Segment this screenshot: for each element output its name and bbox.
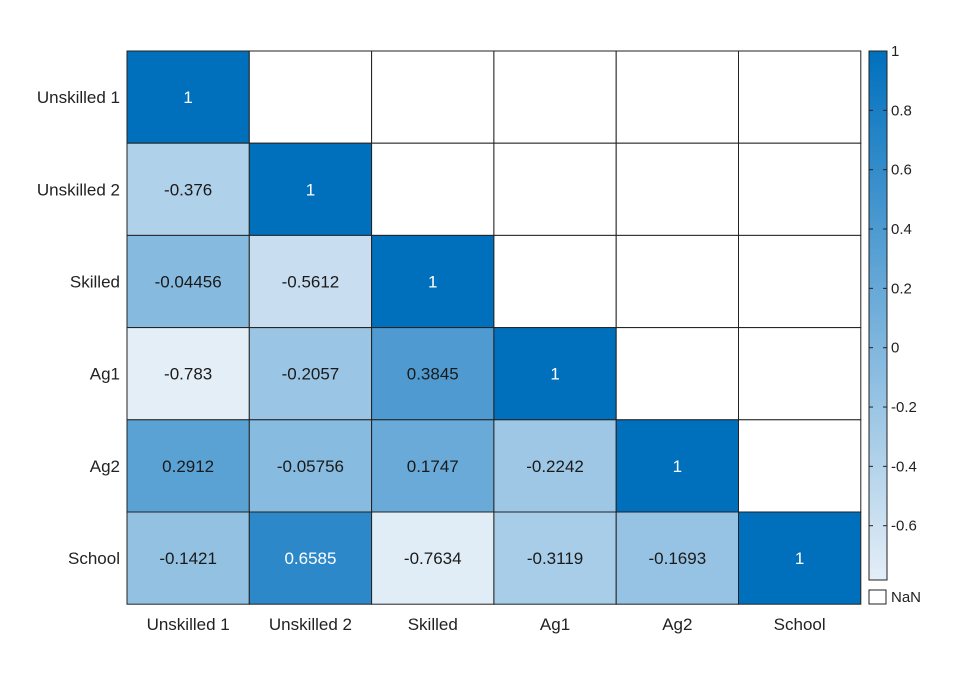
cell-value-label: 1 (306, 180, 315, 199)
x-tick-label: Skilled (408, 615, 458, 634)
heatmap-cell-3-4 (615, 327, 740, 421)
heatmap-cell-1-5 (738, 142, 862, 236)
colorbar-tick-label: 0.8 (891, 102, 912, 119)
heatmap-cell-4-2 (371, 419, 495, 513)
cell-value-label: -0.05756 (277, 457, 344, 476)
colorbar-tick-label: 0.4 (891, 221, 912, 238)
nan-label: NaN (891, 589, 921, 606)
heatmap-cell-3-1 (248, 327, 373, 421)
heatmap-cell-0-0 (126, 50, 250, 144)
heatmap-cell-0-3 (493, 50, 617, 144)
y-tick-label: Skilled (70, 273, 120, 292)
cell-value-label: -0.376 (164, 180, 212, 199)
heatmap-cell-2-0 (126, 234, 250, 329)
heatmap-cell-5-3 (493, 511, 617, 605)
nan-swatch (868, 589, 887, 605)
cell-value-label: 0.3845 (407, 365, 459, 384)
heatmap-cell-0-5 (738, 50, 862, 144)
cell-value-label: 1 (550, 365, 559, 384)
x-tick-label: Ag2 (662, 615, 692, 634)
heatmap-cells: 1 -0.376 1 -0.04456 -0.5612 1 -0.783 -0.2057 0.3… (126, 50, 862, 605)
x-tick-label: Ag1 (540, 615, 570, 634)
heatmap-cell-0-2 (371, 50, 495, 144)
heatmap-cell-1-2 (371, 142, 495, 236)
cell-value-label: -0.5612 (282, 273, 340, 292)
y-tick-label: Unskilled 1 (37, 88, 120, 107)
heatmap-cell-5-0 (126, 511, 250, 605)
heatmap-cell-2-5 (738, 234, 862, 329)
cell-value-label: -0.2057 (282, 365, 340, 384)
cell-value-label: 1 (428, 273, 437, 292)
cell-value-label: 1 (673, 457, 682, 476)
cell-value-label: 0.6585 (284, 549, 336, 568)
colorbar-tick-label: 0 (891, 340, 899, 357)
x-axis-labels: Unskilled 1 Unskilled 2 Skilled Ag1 Ag2 Schoo… (147, 615, 826, 634)
y-tick-label: School (68, 549, 120, 568)
cell-value-label: -0.783 (164, 365, 212, 384)
heatmap-cell-4-4 (615, 419, 740, 513)
x-tick-label: Unskilled 1 (147, 615, 230, 634)
heatmap-cell-4-1 (248, 419, 373, 513)
cell-value-label: -0.1693 (649, 549, 707, 568)
cell-value-label: -0.7634 (404, 549, 462, 568)
heatmap-cell-2-2 (371, 234, 495, 329)
cell-value-label: -0.04456 (155, 273, 222, 292)
cell-value-label: 1 (795, 549, 804, 568)
colorbar: 1 0.8 0.6 0.4 0.2 0 -0.2 -0.4 -0.6 NaN (868, 43, 921, 606)
y-tick-label: Unskilled 2 (37, 180, 120, 199)
heatmap-cell-2-3 (493, 234, 617, 329)
heatmap-cell-1-0 (126, 142, 250, 236)
cell-value-label: 0.2912 (162, 457, 214, 476)
y-axis-labels: Unskilled 1 Unskilled 2 Skilled Ag1 Ag2 Schoo… (37, 88, 120, 568)
cell-value-label: 0.1747 (407, 457, 459, 476)
cell-value-label: -0.3119 (527, 549, 583, 568)
colorbar-tick-label: -0.4 (891, 458, 917, 475)
colorbar-tick-label: -0.2 (891, 399, 917, 416)
colorbar-tick-label: 0.6 (891, 162, 912, 179)
heatmap-cell-1-3 (493, 142, 617, 236)
heatmap-cell-0-4 (615, 50, 740, 144)
heatmap-cell-2-4 (615, 234, 740, 329)
colorbar-gradient (868, 50, 888, 581)
heatmap-cell-4-5 (738, 419, 862, 513)
colorbar-tick-label: -0.6 (891, 518, 917, 535)
heatmap-cell-2-1 (248, 234, 373, 329)
heatmap-cell-4-3 (493, 419, 617, 513)
y-tick-label: Ag2 (90, 457, 120, 476)
x-tick-label: School (774, 615, 826, 634)
y-tick-label: Ag1 (90, 365, 120, 384)
heatmap-cell-5-2 (371, 511, 495, 605)
heatmap-cell-3-3 (493, 327, 617, 421)
x-tick-label: Unskilled 2 (269, 615, 352, 634)
cell-value-label: -0.1421 (159, 549, 217, 568)
cell-value-label: -0.2242 (526, 457, 584, 476)
cell-value-label: 1 (183, 88, 192, 107)
colorbar-tick-label: 1 (891, 43, 899, 60)
heatmap-cell-3-5 (738, 327, 862, 421)
heatmap-cell-1-4 (615, 142, 740, 236)
heatmap-cell-1-1 (248, 142, 373, 236)
heatmap-cell-5-5 (738, 511, 862, 605)
heatmap-cell-0-1 (248, 50, 373, 144)
colorbar-tick-label: 0.2 (891, 280, 912, 297)
heatmap-cell-5-4 (615, 511, 740, 605)
heatmap-cell-5-1 (248, 511, 373, 605)
